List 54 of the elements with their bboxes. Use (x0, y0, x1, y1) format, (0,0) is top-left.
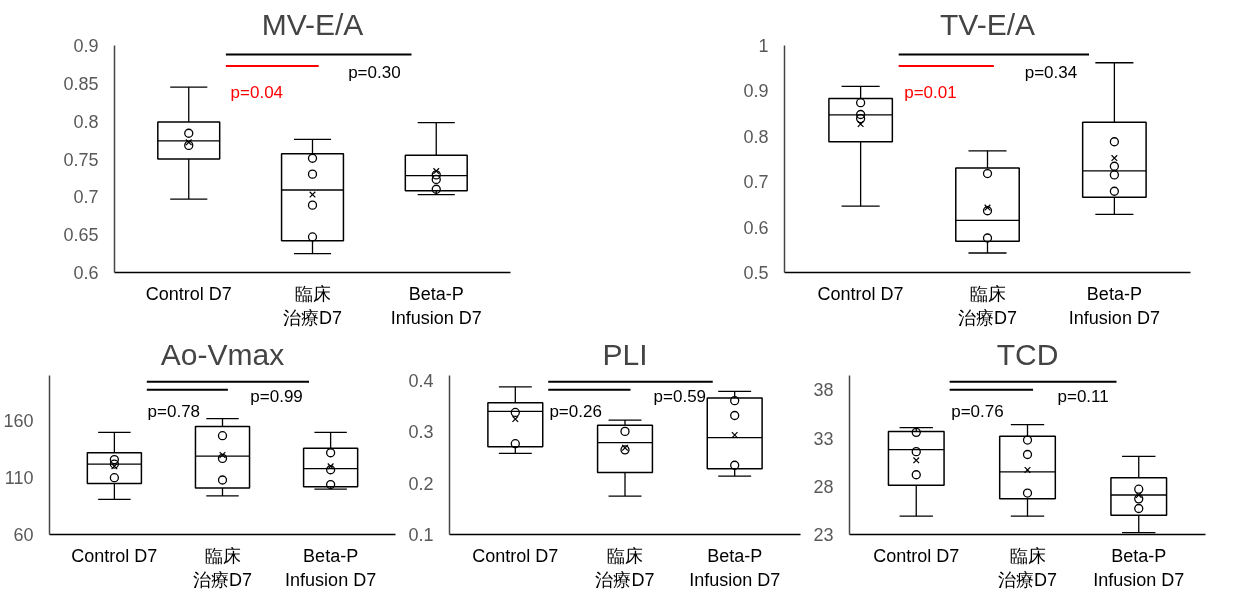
y-tick-label: 0.4 (408, 371, 434, 392)
x-tick-label: Control D7 (472, 545, 559, 566)
y-tick-label: 0.5 (743, 263, 769, 283)
y-tick-label: 0.7 (73, 187, 99, 208)
chart-title: TCD (996, 337, 1059, 371)
annotation: p=0.76 (951, 401, 1004, 421)
chart-title: Ao-Vmax (160, 337, 285, 371)
x-tick-label: Control D7 (71, 545, 158, 566)
y-tick-label: 60 (13, 525, 34, 545)
y-tick-label: 0.65 (63, 225, 99, 246)
x-tick-label: Beta-P Infusion D7 (689, 545, 781, 590)
chart-title: PLI (602, 337, 648, 371)
y-tick-label: 0.6 (73, 263, 99, 283)
y-tick-label: 0.75 (63, 149, 99, 170)
x-tick-label: Beta-P Infusion D7 (390, 283, 482, 328)
x-tick-label: Control D7 (817, 283, 904, 304)
x-tick-label: 臨床治療D7 (958, 283, 1018, 328)
annotation: p=0.26 (549, 401, 602, 421)
x-tick-label: Control D7 (873, 545, 960, 566)
x-tick-label: Beta-P Infusion D7 (285, 545, 377, 590)
y-tick-label: 33 (813, 428, 834, 449)
x-tick-label: 臨床治療D7 (283, 283, 343, 328)
y-tick-label: 0.3 (408, 422, 434, 443)
y-tick-label: 23 (813, 525, 834, 545)
annotation: p=0.78 (147, 401, 201, 421)
y-tick-label: 0.9 (73, 36, 99, 56)
annotation: p=0.04 (230, 82, 284, 102)
y-tick-label: 0.6 (743, 217, 769, 238)
y-tick-label: 28 (813, 476, 834, 497)
x-tick-label: Beta-P Infusion D7 (1093, 545, 1185, 590)
y-tick-label: 1 (758, 36, 769, 56)
y-tick-label: 0.8 (73, 111, 99, 132)
y-tick-label: 160 (3, 411, 34, 432)
x-tick-label: 臨床治療D7 (595, 545, 655, 590)
annotation: p=0.59 (653, 387, 707, 407)
y-tick-label: 0.1 (408, 525, 434, 545)
y-tick-label: 0.9 (743, 81, 769, 102)
annotation: p=0.30 (348, 62, 401, 82)
annotation: p=0.99 (250, 387, 303, 407)
annotation: p=0.34 (1024, 62, 1078, 82)
y-tick-label: 0.7 (743, 172, 769, 193)
x-tick-label: 臨床治療D7 (998, 545, 1058, 590)
y-tick-label: 0.2 (408, 473, 434, 494)
y-tick-label: 110 (4, 468, 34, 489)
annotation: p=0.11 (1057, 387, 1109, 407)
x-tick-label: Control D7 (145, 283, 232, 304)
y-tick-label: 0.8 (743, 126, 769, 147)
chart-title: TV-E/A (939, 7, 1036, 41)
y-tick-label: 0.85 (63, 73, 99, 94)
annotation: p=0.01 (904, 82, 957, 102)
chart-title: MV-E/A (261, 7, 364, 41)
x-tick-label: Beta-P Infusion D7 (1068, 283, 1160, 328)
y-tick-label: 38 (813, 380, 834, 401)
x-tick-label: 臨床治療D7 (193, 545, 253, 590)
